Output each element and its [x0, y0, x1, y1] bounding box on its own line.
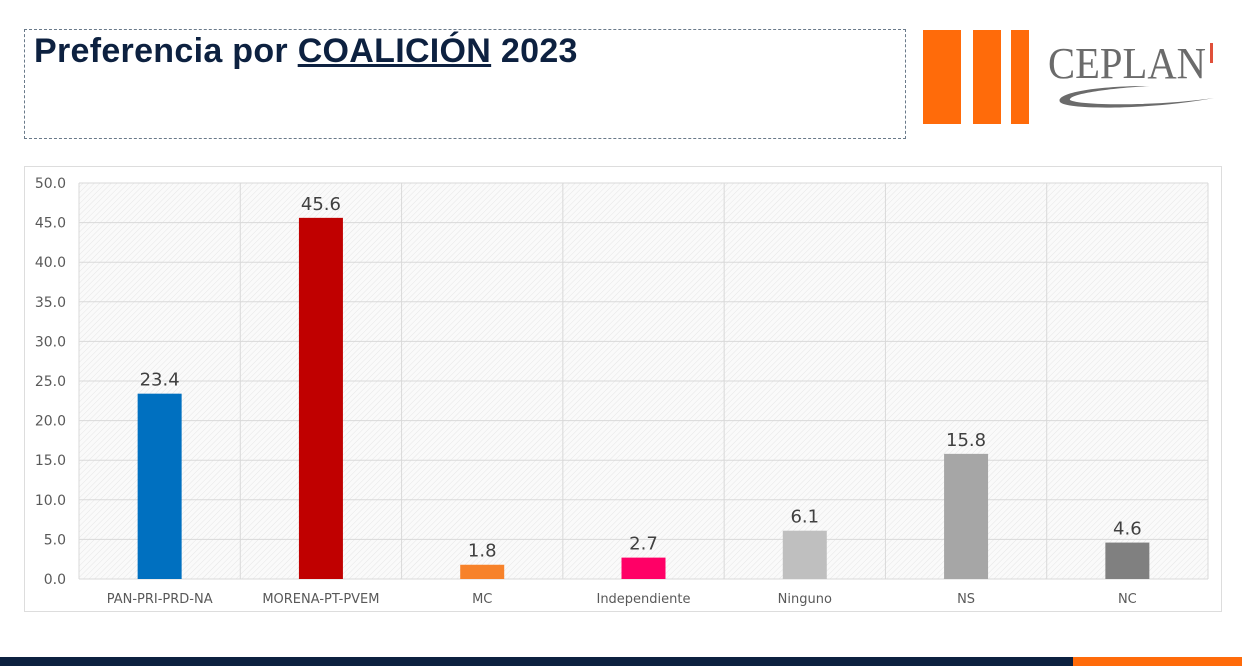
data-label: 23.4 [140, 370, 180, 391]
chart-frame [24, 166, 1222, 612]
data-label: 45.6 [301, 194, 341, 215]
x-tick-label: PAN-PRI-PRD-NA [107, 592, 213, 607]
bar-ninguno [782, 530, 827, 579]
y-tick-label: 10.0 [35, 493, 66, 509]
x-tick-label: MC [472, 592, 492, 607]
y-tick-label: 15.0 [35, 453, 66, 469]
page-title: Preferencia por COALICIÓN 2023 [34, 32, 578, 71]
y-tick-label: 45.0 [35, 216, 66, 232]
x-tick-label: MORENA-PT-PVEM [262, 592, 379, 607]
title-prefix: Preferencia por [34, 32, 298, 70]
x-tick-label: Independiente [596, 592, 690, 607]
svg-text:CEPLAN: CEPLAN [1048, 39, 1206, 88]
y-tick-label: 50.0 [35, 176, 66, 192]
x-tick-label: NC [1118, 592, 1137, 607]
y-tick-label: 30.0 [35, 334, 66, 350]
bar-morena-pt-pvem [298, 217, 343, 579]
title-box [24, 29, 906, 139]
bar-ns [944, 453, 989, 579]
bar-independiente [621, 557, 666, 579]
data-label: 4.6 [1113, 519, 1142, 540]
y-tick-label: 20.0 [35, 414, 66, 430]
data-label: 6.1 [790, 507, 819, 528]
ceplan-logo: CEPLAN [923, 30, 1214, 124]
x-tick-label: NS [957, 592, 975, 607]
y-tick-label: 5.0 [44, 532, 66, 548]
data-label: 15.8 [946, 430, 986, 451]
footer-accent [1073, 657, 1242, 666]
title-suffix: 2023 [491, 32, 578, 70]
bar-nc [1105, 542, 1150, 579]
footer-bar [0, 657, 1242, 666]
y-tick-label: 25.0 [35, 374, 66, 390]
x-tick-label: Ninguno [778, 592, 832, 607]
data-label: 1.8 [468, 541, 497, 562]
y-tick-label: 35.0 [35, 295, 66, 311]
bar-pan-pri-prd-na [137, 393, 182, 579]
title-emphasis: COALICIÓN [297, 32, 492, 70]
y-tick-label: 40.0 [35, 255, 66, 271]
bar-mc [460, 564, 505, 579]
data-label: 2.7 [629, 534, 658, 555]
y-tick-label: 0.0 [44, 572, 66, 588]
